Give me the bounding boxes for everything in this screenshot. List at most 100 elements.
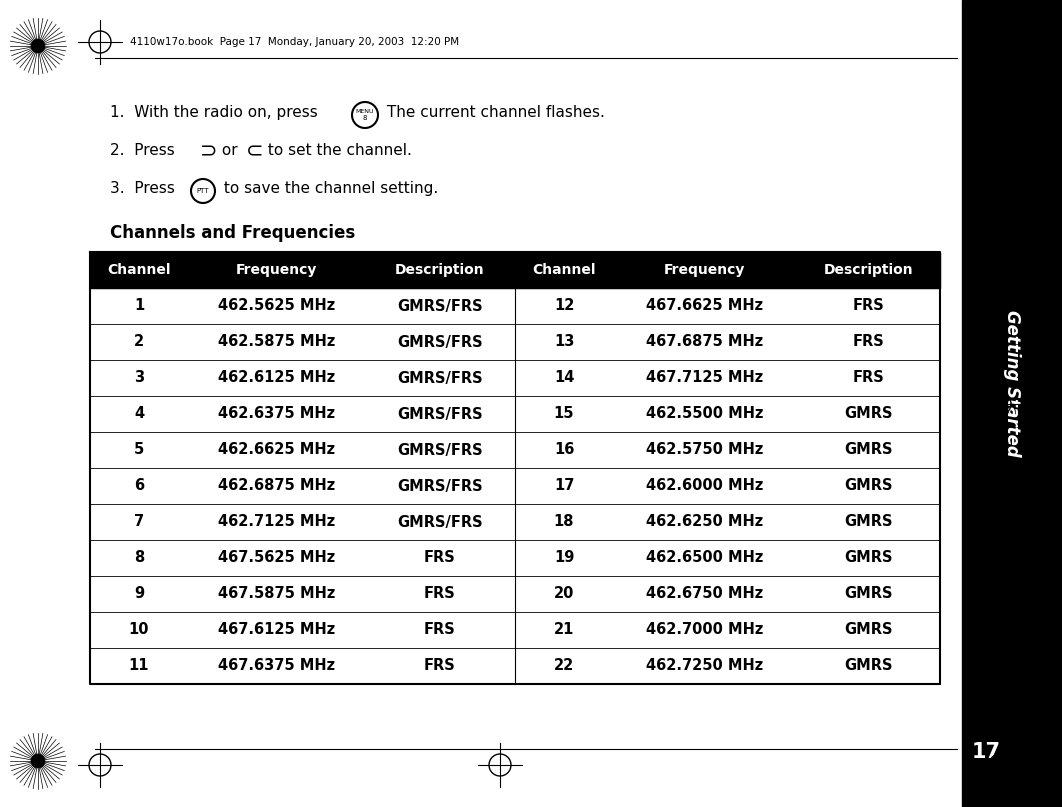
Text: FRS: FRS [852, 334, 884, 349]
Text: FRS: FRS [424, 550, 456, 566]
Text: 467.7125 MHz: 467.7125 MHz [646, 370, 764, 386]
Text: to save the channel setting.: to save the channel setting. [219, 181, 439, 196]
Bar [90, 468, 940, 504]
Text: Preliminary: Preliminary [347, 372, 819, 560]
Text: 467.6125 MHz: 467.6125 MHz [218, 622, 335, 638]
Text: 20: 20 [554, 587, 575, 601]
Text: 462.5625 MHz: 462.5625 MHz [218, 299, 335, 313]
Text: 3.  Press: 3. Press [110, 181, 179, 196]
Text: Getting Started: Getting Started [1003, 310, 1021, 457]
Text: 14: 14 [554, 370, 575, 386]
Text: 9: 9 [134, 587, 144, 601]
Text: GMRS: GMRS [844, 479, 892, 494]
Text: 462.5500 MHz: 462.5500 MHz [646, 407, 764, 421]
Text: GMRS: GMRS [844, 587, 892, 601]
Text: 462.7250 MHz: 462.7250 MHz [646, 659, 764, 674]
Bar [90, 324, 940, 360]
Text: 12: 12 [554, 299, 575, 313]
Text: 17: 17 [554, 479, 575, 494]
Text: 4: 4 [134, 407, 144, 421]
Text: GMRS: GMRS [844, 515, 892, 529]
Text: The current channel flashes.: The current channel flashes. [382, 105, 605, 120]
Bar [90, 576, 940, 612]
Text: 4110w17o.book  Page 17  Monday, January 20, 2003  12:20 PM: 4110w17o.book Page 17 Monday, January 20… [130, 37, 459, 47]
Text: 7: 7 [134, 515, 144, 529]
Text: 5: 5 [134, 442, 144, 458]
Text: 1: 1 [134, 299, 144, 313]
Text: 19: 19 [554, 550, 575, 566]
Text: 462.7000 MHz: 462.7000 MHz [646, 622, 764, 638]
Text: GMRS/FRS: GMRS/FRS [397, 479, 482, 494]
Text: 15: 15 [553, 407, 575, 421]
Bar [90, 540, 940, 576]
Text: 22: 22 [554, 659, 575, 674]
Text: 462.6250 MHz: 462.6250 MHz [646, 515, 764, 529]
Text: 462.5750 MHz: 462.5750 MHz [646, 442, 764, 458]
Text: 462.6500 MHz: 462.6500 MHz [646, 550, 764, 566]
Text: ⊂: ⊂ [246, 141, 263, 161]
Text: GMRS/FRS: GMRS/FRS [397, 334, 482, 349]
Text: 462.6875 MHz: 462.6875 MHz [218, 479, 335, 494]
Text: 8: 8 [363, 115, 367, 122]
Text: 8: 8 [134, 550, 144, 566]
Text: FRS: FRS [852, 370, 884, 386]
Text: Channel: Channel [107, 263, 171, 277]
Text: 18: 18 [553, 515, 575, 529]
Text: MENU: MENU [356, 109, 374, 114]
Text: GMRS/FRS: GMRS/FRS [397, 407, 482, 421]
Bar [90, 648, 940, 684]
Text: GMRS: GMRS [844, 659, 892, 674]
Text: 6: 6 [134, 479, 144, 494]
Text: GMRS: GMRS [844, 550, 892, 566]
Text: FRS: FRS [424, 659, 456, 674]
Text: 17: 17 [972, 742, 1001, 762]
Text: 13: 13 [554, 334, 575, 349]
Text: 11: 11 [129, 659, 150, 674]
Text: 2.  Press: 2. Press [110, 143, 179, 158]
Text: Frequency: Frequency [664, 263, 746, 277]
Text: 462.6375 MHz: 462.6375 MHz [218, 407, 335, 421]
Text: or: or [217, 143, 242, 158]
Text: to set the channel.: to set the channel. [263, 143, 412, 158]
Text: GMRS/FRS: GMRS/FRS [397, 515, 482, 529]
Text: GMRS/FRS: GMRS/FRS [397, 370, 482, 386]
Text: Description: Description [823, 263, 913, 277]
Text: FRS: FRS [852, 299, 884, 313]
Text: 467.5625 MHz: 467.5625 MHz [218, 550, 335, 566]
Text: 3: 3 [134, 370, 144, 386]
Bar [90, 360, 940, 396]
Text: 467.6625 MHz: 467.6625 MHz [646, 299, 764, 313]
Bar [90, 612, 940, 648]
Text: Frequency: Frequency [236, 263, 318, 277]
Text: GMRS: GMRS [844, 622, 892, 638]
Circle shape [31, 39, 45, 53]
Bar [90, 396, 940, 432]
Text: GMRS/FRS: GMRS/FRS [397, 299, 482, 313]
Circle shape [31, 754, 45, 768]
Text: GMRS/FRS: GMRS/FRS [397, 442, 482, 458]
Text: GMRS: GMRS [844, 442, 892, 458]
Text: 462.5875 MHz: 462.5875 MHz [218, 334, 335, 349]
Text: 462.6750 MHz: 462.6750 MHz [646, 587, 764, 601]
Text: Channels and Frequencies: Channels and Frequencies [110, 224, 356, 242]
Circle shape [1045, 37, 1055, 47]
Text: 467.6375 MHz: 467.6375 MHz [218, 659, 335, 674]
Text: 462.6125 MHz: 462.6125 MHz [218, 370, 335, 386]
Bar [962, 0, 1062, 807]
Text: FRS: FRS [424, 587, 456, 601]
Bar [90, 288, 940, 324]
Text: 1.  With the radio on, press: 1. With the radio on, press [110, 105, 323, 120]
Bar [90, 504, 940, 540]
Bar [90, 252, 940, 288]
Text: PTT: PTT [196, 188, 209, 194]
Circle shape [1045, 760, 1055, 770]
Text: 10: 10 [129, 622, 150, 638]
Text: FRS: FRS [424, 622, 456, 638]
Text: 16: 16 [554, 442, 575, 458]
Text: Description: Description [395, 263, 484, 277]
Text: GMRS: GMRS [844, 407, 892, 421]
Text: 462.6625 MHz: 462.6625 MHz [218, 442, 335, 458]
Text: 467.6875 MHz: 467.6875 MHz [646, 334, 764, 349]
Text: Channel: Channel [532, 263, 596, 277]
Text: ⊃: ⊃ [200, 141, 218, 161]
